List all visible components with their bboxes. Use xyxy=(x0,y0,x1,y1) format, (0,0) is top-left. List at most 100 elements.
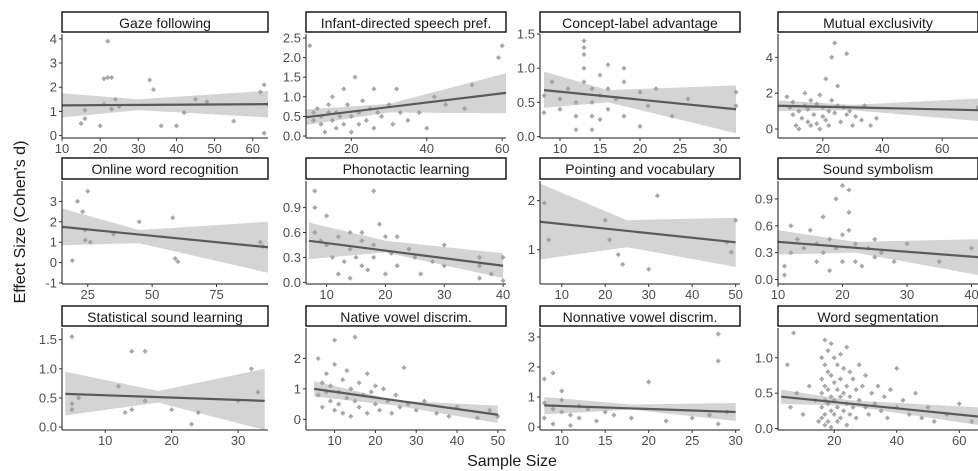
data-point xyxy=(549,79,555,85)
data-point xyxy=(733,217,739,223)
x-tick-label: 25 xyxy=(673,141,687,156)
data-point xyxy=(85,188,91,194)
y-tick-label: 1.5 xyxy=(517,27,535,42)
data-point xyxy=(495,54,502,61)
data-point xyxy=(975,104,978,111)
data-point xyxy=(884,415,890,421)
data-point xyxy=(261,82,267,88)
x-tick-label: 30 xyxy=(641,287,655,302)
data-point xyxy=(142,398,148,404)
data-point xyxy=(74,198,81,204)
data-point xyxy=(424,125,430,131)
data-point xyxy=(847,411,853,418)
data-point xyxy=(715,358,721,364)
data-point xyxy=(828,340,834,347)
data-point xyxy=(781,263,788,269)
data-point xyxy=(327,398,334,404)
data-point xyxy=(838,119,844,125)
data-point xyxy=(820,214,826,220)
x-tick-label: 75 xyxy=(209,287,223,302)
facet-title: Concept-label advantage xyxy=(562,15,718,31)
data-point xyxy=(312,204,318,211)
data-point xyxy=(382,234,389,240)
facet-strip xyxy=(539,305,741,327)
facet-panel: Concept-label advantage 0.0 0.5 1.0 1.5 10 15 2… xyxy=(517,11,741,156)
data-point xyxy=(968,245,975,251)
data-point xyxy=(828,372,834,379)
data-point xyxy=(359,263,365,269)
data-point xyxy=(837,351,844,357)
data-point xyxy=(834,387,840,393)
data-point xyxy=(853,387,859,393)
y-tick-label: 2 xyxy=(528,193,535,208)
data-point xyxy=(788,250,794,256)
data-point xyxy=(613,96,619,102)
y-tick-label: 1.0 xyxy=(283,89,301,104)
data-point xyxy=(469,82,475,88)
data-point xyxy=(850,376,856,382)
facet-title: Phonotactic learning xyxy=(343,161,470,177)
data-point xyxy=(476,254,483,261)
data-point xyxy=(808,122,814,129)
data-point xyxy=(872,236,878,242)
data-point xyxy=(312,229,318,236)
data-point xyxy=(341,86,347,92)
data-point xyxy=(858,117,865,123)
data-point xyxy=(787,104,793,111)
data-point xyxy=(136,219,142,225)
data-point xyxy=(919,415,925,421)
data-point xyxy=(142,348,148,354)
data-point xyxy=(872,401,878,407)
regression-line xyxy=(778,240,978,259)
data-point xyxy=(654,193,660,199)
data-point xyxy=(204,99,210,105)
data-point xyxy=(331,361,338,368)
data-point xyxy=(828,424,834,430)
regression-line xyxy=(62,103,268,107)
data-point xyxy=(805,119,811,125)
y-tick-label: 0.5 xyxy=(39,390,57,405)
x-tick-label: 15 xyxy=(593,141,607,156)
data-point xyxy=(359,238,365,244)
data-point xyxy=(817,92,823,98)
data-point xyxy=(814,101,820,107)
data-point xyxy=(900,397,906,403)
data-point xyxy=(359,229,365,236)
y-tick-label: 1 xyxy=(294,381,301,396)
data-point xyxy=(866,411,872,418)
data-point xyxy=(856,397,862,403)
facet-panel: Nonnative vowel discrim. 0 1 2 3 10 15 20 25 30 xyxy=(528,305,743,448)
data-point xyxy=(319,380,325,386)
confidence-band xyxy=(65,368,265,430)
regression-line xyxy=(778,104,978,112)
y-tick-label: 1 xyxy=(50,235,57,250)
data-point xyxy=(620,261,626,267)
data-point xyxy=(347,275,353,281)
x-tick-label: 20 xyxy=(835,287,849,302)
x-tick-label: 20 xyxy=(344,141,358,156)
data-point xyxy=(852,259,859,265)
data-point xyxy=(348,413,354,419)
data-point xyxy=(788,223,794,229)
data-point xyxy=(82,107,88,113)
data-point xyxy=(581,51,587,58)
y-tick-label: 1 xyxy=(528,390,535,405)
y-tick-label: 1.5 xyxy=(39,332,57,347)
facet-title: Statistical sound learning xyxy=(87,309,243,325)
data-point xyxy=(110,231,117,237)
y-tick-label: 4 xyxy=(50,31,57,46)
x-tick-label: 10 xyxy=(553,141,567,156)
data-point xyxy=(181,110,187,116)
data-point xyxy=(819,390,825,396)
data-point xyxy=(315,392,321,398)
data-point xyxy=(80,208,86,215)
data-point xyxy=(344,395,350,401)
x-tick-label: 30 xyxy=(728,433,742,448)
data-point xyxy=(476,275,483,281)
y-tick-label: 0.3 xyxy=(283,250,301,265)
data-point xyxy=(172,255,178,262)
data-point xyxy=(331,407,338,413)
data-point xyxy=(605,62,611,68)
data-point xyxy=(822,362,828,368)
data-point xyxy=(329,117,336,123)
